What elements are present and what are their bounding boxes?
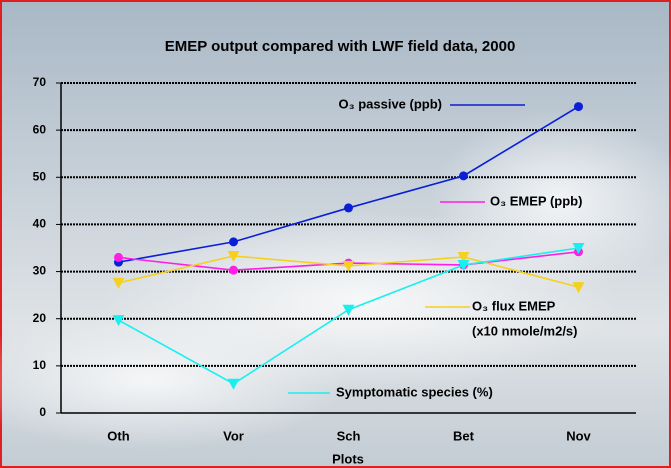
chart: EMEP output compared with LWF field data… — [0, 0, 671, 468]
legend-label: O₃ EMEP (ppb) — [490, 193, 582, 208]
x-axis-label: Plots — [332, 451, 364, 466]
y-tick-label: 60 — [33, 122, 47, 136]
x-tick-label: Bet — [453, 428, 475, 443]
marker — [229, 237, 238, 246]
chart-title: EMEP output compared with LWF field data… — [165, 38, 516, 55]
y-tick-label: 70 — [33, 75, 47, 89]
annotation: (x10 nmole/m2/s) — [472, 323, 578, 338]
y-tick-label: 40 — [33, 217, 47, 231]
legend-label: O₃ passive (ppb) — [338, 96, 442, 111]
x-tick-label: Nov — [566, 428, 591, 443]
y-tick-label: 20 — [33, 311, 47, 325]
y-tick-label: 30 — [33, 264, 47, 278]
marker — [459, 171, 468, 180]
y-tick-label: 50 — [33, 169, 47, 183]
marker — [114, 253, 123, 262]
x-tick-label: Oth — [107, 428, 129, 443]
x-tick-label: Vor — [223, 428, 244, 443]
marker — [229, 266, 238, 275]
marker — [574, 102, 583, 111]
y-tick-label: 10 — [33, 358, 47, 372]
legend-label: O₃ flux EMEP — [472, 298, 556, 313]
x-tick-label: Sch — [337, 428, 361, 443]
y-tick-label: 0 — [39, 405, 46, 419]
legend-label: Symptomatic species (%) — [336, 384, 493, 399]
marker — [344, 203, 353, 212]
